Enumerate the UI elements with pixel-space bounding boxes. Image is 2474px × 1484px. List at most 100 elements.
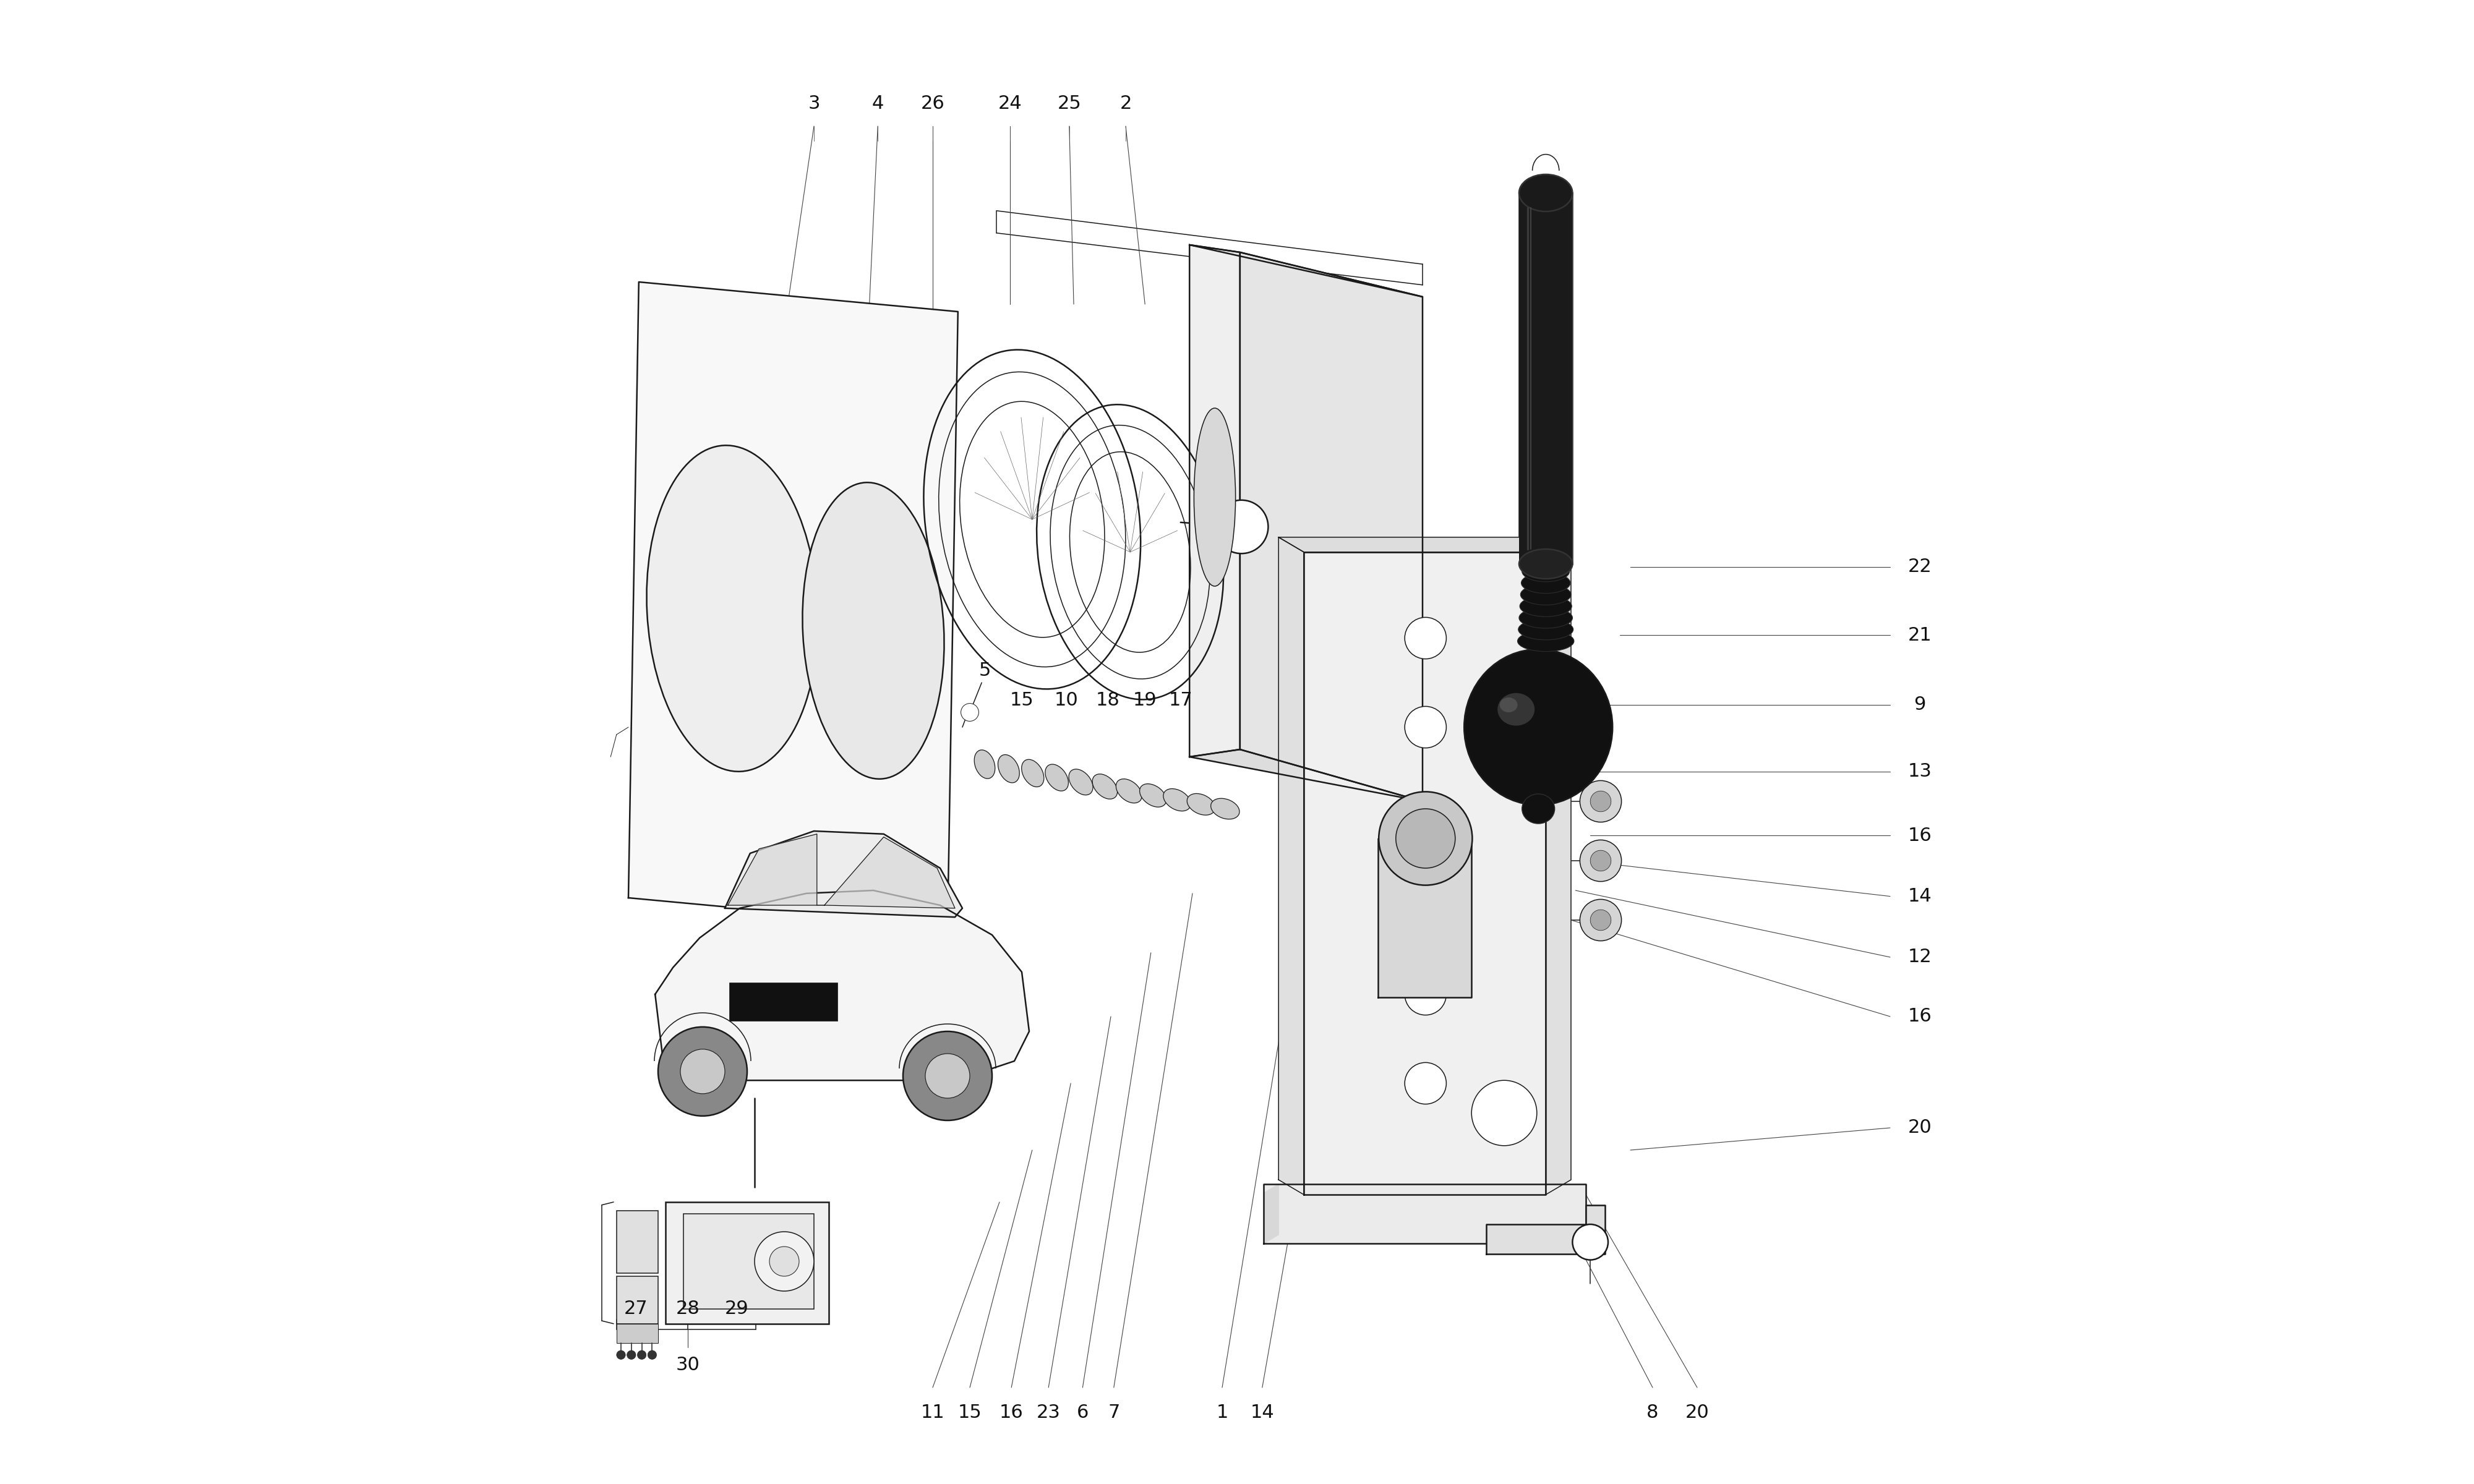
Circle shape — [1405, 617, 1447, 659]
Ellipse shape — [1522, 573, 1571, 594]
Polygon shape — [1190, 749, 1423, 801]
Text: 20: 20 — [1685, 1404, 1710, 1422]
Ellipse shape — [1210, 798, 1239, 819]
Circle shape — [1405, 1063, 1447, 1104]
Polygon shape — [1239, 252, 1423, 801]
Bar — [683, 1214, 814, 1309]
Polygon shape — [1304, 552, 1546, 1195]
Text: 3: 3 — [809, 95, 819, 113]
Circle shape — [925, 1054, 970, 1098]
Bar — [666, 1202, 829, 1324]
Text: 17: 17 — [1168, 692, 1192, 709]
Text: 26: 26 — [920, 95, 945, 113]
Polygon shape — [1546, 537, 1571, 1195]
Text: 16: 16 — [1907, 1008, 1932, 1025]
Circle shape — [1215, 500, 1269, 554]
Polygon shape — [656, 890, 1029, 1080]
Polygon shape — [1378, 838, 1472, 997]
Circle shape — [1581, 899, 1620, 941]
Text: 14: 14 — [1249, 1404, 1274, 1422]
Circle shape — [648, 1350, 656, 1359]
Polygon shape — [1190, 245, 1239, 757]
Polygon shape — [1190, 245, 1423, 297]
Text: 7: 7 — [1108, 1404, 1121, 1422]
Bar — [616, 1276, 658, 1324]
Ellipse shape — [1522, 561, 1569, 582]
Polygon shape — [1279, 537, 1304, 1195]
Text: 28: 28 — [675, 1300, 700, 1318]
Ellipse shape — [1141, 784, 1165, 807]
Text: 15: 15 — [1009, 692, 1034, 709]
Ellipse shape — [1094, 775, 1118, 798]
Ellipse shape — [1519, 619, 1573, 640]
Polygon shape — [725, 831, 962, 917]
Ellipse shape — [1188, 794, 1215, 815]
Circle shape — [626, 1350, 636, 1359]
Circle shape — [680, 1049, 725, 1094]
Text: 29: 29 — [725, 1300, 750, 1318]
Circle shape — [1591, 910, 1611, 930]
Circle shape — [1591, 850, 1611, 871]
Polygon shape — [824, 837, 955, 908]
Ellipse shape — [802, 482, 945, 779]
Ellipse shape — [1519, 607, 1573, 628]
Ellipse shape — [1499, 697, 1517, 712]
Ellipse shape — [1519, 174, 1573, 211]
Text: 18: 18 — [1096, 692, 1121, 709]
Ellipse shape — [1116, 779, 1143, 803]
Circle shape — [1405, 706, 1447, 748]
Text: 24: 24 — [997, 95, 1022, 113]
Bar — [730, 982, 839, 1021]
Ellipse shape — [1163, 788, 1190, 812]
Circle shape — [903, 1031, 992, 1120]
Circle shape — [1573, 1224, 1608, 1260]
Text: 9: 9 — [1915, 696, 1925, 714]
Text: 23: 23 — [1037, 1404, 1061, 1422]
Text: 5: 5 — [980, 662, 990, 680]
Circle shape — [638, 1350, 646, 1359]
Circle shape — [1581, 781, 1620, 822]
Text: 14: 14 — [1907, 887, 1932, 905]
Circle shape — [658, 1027, 747, 1116]
Ellipse shape — [646, 445, 819, 772]
Circle shape — [755, 1232, 814, 1291]
Ellipse shape — [1519, 549, 1573, 579]
Text: 21: 21 — [1907, 626, 1932, 644]
Text: 22: 22 — [1907, 558, 1932, 576]
Text: 6: 6 — [1076, 1404, 1089, 1422]
Ellipse shape — [975, 749, 995, 779]
Text: 2: 2 — [1121, 95, 1131, 113]
Ellipse shape — [1519, 595, 1571, 617]
Text: 13: 13 — [1907, 763, 1932, 781]
Text: 1: 1 — [1217, 1404, 1227, 1422]
Text: 30: 30 — [675, 1356, 700, 1374]
Ellipse shape — [1195, 408, 1235, 586]
Ellipse shape — [1522, 585, 1571, 605]
Circle shape — [1472, 1080, 1536, 1146]
Bar — [616, 1211, 658, 1273]
Polygon shape — [1487, 1205, 1606, 1254]
Polygon shape — [727, 834, 816, 905]
Text: 16: 16 — [1907, 827, 1932, 844]
Circle shape — [1581, 840, 1620, 881]
Ellipse shape — [1517, 631, 1573, 651]
Ellipse shape — [1497, 693, 1534, 726]
Ellipse shape — [1395, 809, 1455, 868]
Ellipse shape — [1044, 764, 1069, 791]
Polygon shape — [1264, 1184, 1279, 1244]
Text: 15: 15 — [957, 1404, 982, 1422]
Circle shape — [1591, 791, 1611, 812]
Text: 11: 11 — [920, 1404, 945, 1422]
Circle shape — [1405, 974, 1447, 1015]
Ellipse shape — [1022, 760, 1044, 787]
Text: 10: 10 — [1054, 692, 1079, 709]
Text: 27: 27 — [623, 1300, 648, 1318]
Text: 12: 12 — [1907, 948, 1932, 966]
Circle shape — [616, 1350, 626, 1359]
Bar — [616, 1324, 658, 1343]
Text: 25: 25 — [1056, 95, 1081, 113]
Ellipse shape — [1465, 650, 1613, 804]
Ellipse shape — [1522, 794, 1554, 824]
Text: 4: 4 — [871, 95, 883, 113]
Text: 16: 16 — [999, 1404, 1024, 1422]
